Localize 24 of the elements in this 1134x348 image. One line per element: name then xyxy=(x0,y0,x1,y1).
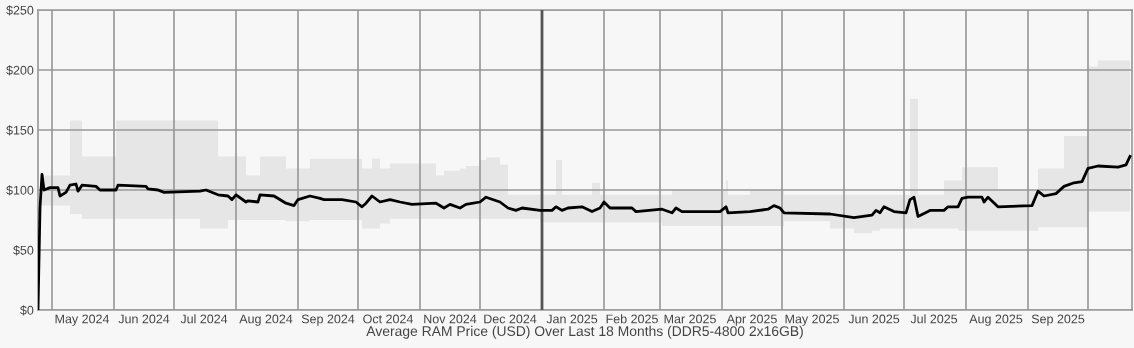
x-tick-label: Jun 2024 xyxy=(118,314,170,324)
x-axis-title: Average RAM Price (USD) Over Last 18 Months (DDR5-4800 2x16GB) xyxy=(366,325,803,339)
x-tick-label: Apr 2025 xyxy=(726,314,777,326)
x-tick-label: Sep 2024 xyxy=(301,314,355,326)
y-tick-label: $200 xyxy=(6,65,34,76)
y-tick-label: $0 xyxy=(20,305,34,316)
y-tick-label: $250 xyxy=(6,5,34,16)
x-tick-label: Oct 2024 xyxy=(363,314,413,324)
x-tick-label: Jan 2025 xyxy=(546,314,598,324)
y-tick-label: $100 xyxy=(6,185,34,196)
x-tick-label: Aug 2024 xyxy=(239,314,293,326)
y-tick-label: $50 xyxy=(13,245,34,256)
x-tick-label: Jul 2025 xyxy=(910,314,958,324)
x-tick-label: Aug 2025 xyxy=(969,314,1023,326)
x-tick-label: Jun 2025 xyxy=(848,314,900,324)
x-tick-label: May 2024 xyxy=(55,314,110,326)
y-tick-label: $150 xyxy=(6,125,34,136)
x-tick-label: Dec 2024 xyxy=(484,314,537,324)
x-tick-label: Feb 2025 xyxy=(606,314,658,324)
x-tick-label: Sep 2025 xyxy=(1031,314,1085,326)
x-tick-label: Jul 2024 xyxy=(180,314,228,324)
x-tick-label: Mar 2025 xyxy=(664,314,716,324)
x-tick-label: May 2025 xyxy=(785,314,839,326)
x-tick-label: Nov 2024 xyxy=(424,314,477,324)
